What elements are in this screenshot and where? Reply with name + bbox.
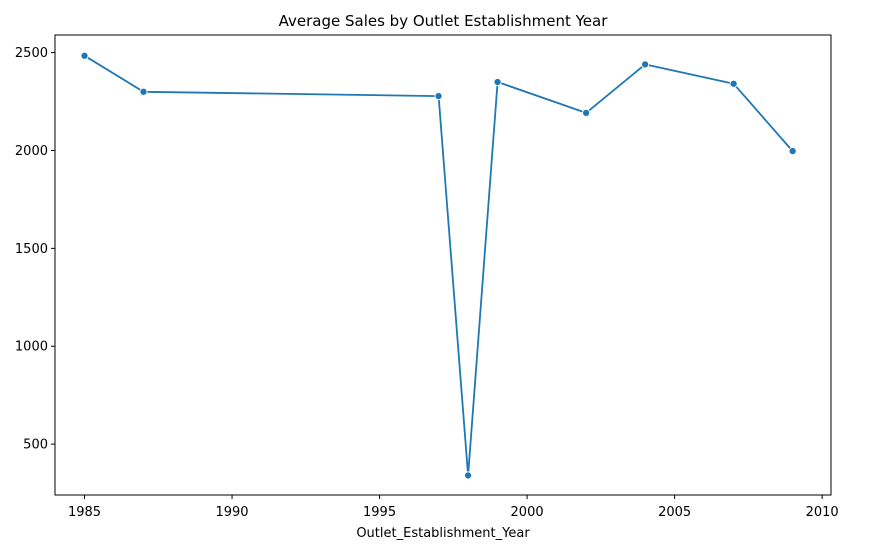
- data-point: [80, 51, 89, 60]
- x-tick-label: 2005: [658, 505, 691, 520]
- series-layer: [80, 51, 797, 480]
- y-tick-label: 1500: [15, 242, 48, 257]
- data-point: [434, 92, 443, 101]
- data-point: [139, 87, 148, 96]
- x-tick-label: 1990: [215, 505, 248, 520]
- data-point: [729, 79, 738, 88]
- x-axis: 1985 1990 1995 2000 2005 2010: [68, 495, 839, 520]
- plot-frame: [54, 34, 832, 496]
- y-tick-label: 2000: [15, 144, 48, 159]
- y-tick-label: 2500: [15, 46, 48, 61]
- data-point: [464, 471, 473, 480]
- data-point: [641, 60, 650, 69]
- series-line: [84, 54, 794, 477]
- y-tick-label: 500: [23, 438, 48, 453]
- x-tick-label: 1995: [363, 505, 396, 520]
- data-point: [582, 108, 591, 117]
- y-tick-label: 1000: [15, 340, 48, 355]
- x-axis-label: Outlet_Establishment_Year: [356, 526, 530, 541]
- data-point: [788, 147, 797, 156]
- x-tick-label: 2010: [806, 505, 839, 520]
- data-point: [493, 77, 502, 87]
- x-tick-label: 1985: [68, 505, 101, 520]
- y-axis: 500 1000 1500 2000 2500: [15, 46, 55, 453]
- x-tick-label: 2000: [511, 505, 544, 520]
- chart-title: Average Sales by Outlet Establishment Ye…: [279, 12, 609, 30]
